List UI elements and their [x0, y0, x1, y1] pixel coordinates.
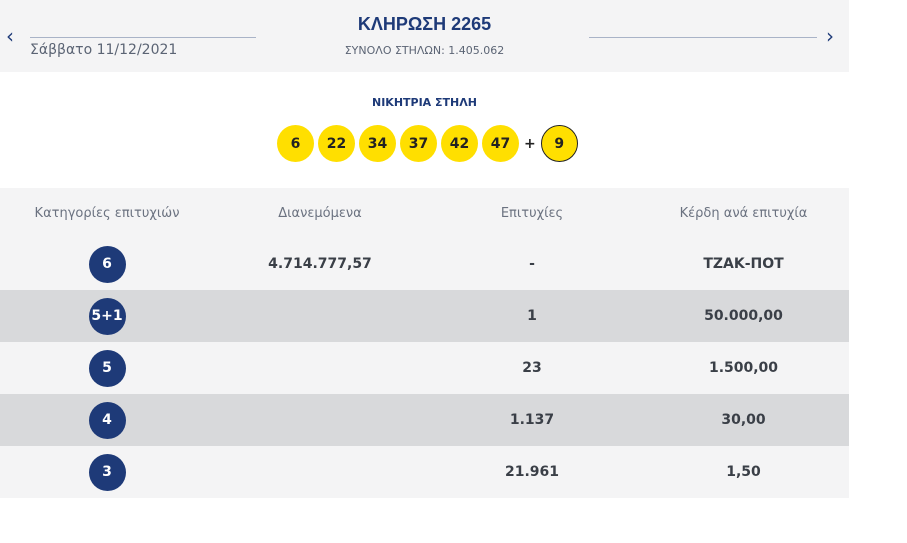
table-row: 3 21.961 1,50 — [0, 446, 849, 498]
category-badge: 6 — [88, 245, 126, 283]
category-badge: 5 — [88, 349, 126, 387]
header-winners: Επιτυχίες — [500, 205, 564, 221]
header-prize: Κέρδη ανά επιτυχία — [679, 205, 808, 221]
category-badge: 4 — [88, 401, 126, 439]
winning-ball: 42 — [441, 125, 478, 162]
winners-count: 1.137 — [509, 412, 555, 428]
category-badge: 5+1 — [88, 297, 126, 335]
winning-ball: 6 — [277, 125, 314, 162]
header-divider-left — [30, 37, 256, 38]
header-categories: Κατηγορίες επιτυχιών — [34, 205, 180, 221]
table-row: 4 1.137 30,00 — [0, 394, 849, 446]
table-row: 5+1 1 50.000,00 — [0, 290, 849, 342]
prize-per-winner: 1,50 — [726, 464, 761, 480]
distributed-amount: 4.714.777,57 — [268, 256, 372, 272]
plus-sign: + — [524, 135, 536, 152]
winners-count: - — [529, 256, 535, 272]
header-distributed: Διανεμόμενα — [278, 205, 362, 221]
draw-date: Σάββατο 11/12/2021 — [30, 42, 178, 58]
winners-count: 23 — [522, 360, 542, 376]
prize-per-winner: 1.500,00 — [708, 360, 779, 376]
table-header: Κατηγορίες επιτυχιών Διανεμόμενα Επιτυχί… — [0, 188, 849, 238]
table-row: 6 4.714.777,57 - ΤΖΑΚ-ΠΟΤ — [0, 238, 849, 290]
winning-ball: 22 — [318, 125, 355, 162]
winners-count: 21.961 — [504, 464, 560, 480]
bonus-ball: 9 — [540, 125, 578, 162]
prize-table: Κατηγορίες επιτυχιών Διανεμόμενα Επιτυχί… — [0, 188, 849, 498]
header-divider-right — [589, 37, 817, 38]
next-draw-icon[interactable]: › — [826, 24, 834, 48]
prize-per-winner: ΤΖΑΚ-ΠΟΤ — [703, 256, 784, 272]
draw-header: ‹ Σάββατο 11/12/2021 ΚΛΗΡΩΣΗ 2265 ΣΥΝΟΛΟ… — [0, 0, 849, 72]
winning-ball: 47 — [482, 125, 519, 162]
winning-ball: 37 — [400, 125, 437, 162]
prize-per-winner: 50.000,00 — [704, 308, 783, 324]
winning-ball: 34 — [359, 125, 396, 162]
previous-draw-icon[interactable]: ‹ — [6, 24, 14, 48]
draw-title: ΚΛΗΡΩΣΗ 2265 — [357, 14, 492, 34]
category-badge: 3 — [88, 453, 126, 491]
winners-count: 1 — [527, 308, 537, 324]
winning-column-label: ΝΙΚΗΤΡΙΑ ΣΤΗΛΗ — [372, 96, 477, 109]
winning-numbers: 6 22 34 37 42 47 + 9 — [277, 125, 578, 162]
total-columns: ΣΥΝΟΛΟ ΣΤΗΛΩΝ: 1.405.062 — [344, 44, 505, 57]
table-row: 5 23 1.500,00 — [0, 342, 849, 394]
prize-per-winner: 30,00 — [721, 412, 766, 428]
